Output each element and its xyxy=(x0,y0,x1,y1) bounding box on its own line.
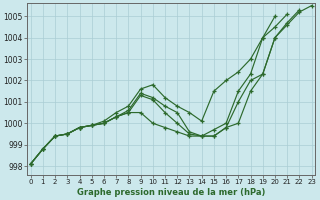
X-axis label: Graphe pression niveau de la mer (hPa): Graphe pression niveau de la mer (hPa) xyxy=(77,188,265,197)
